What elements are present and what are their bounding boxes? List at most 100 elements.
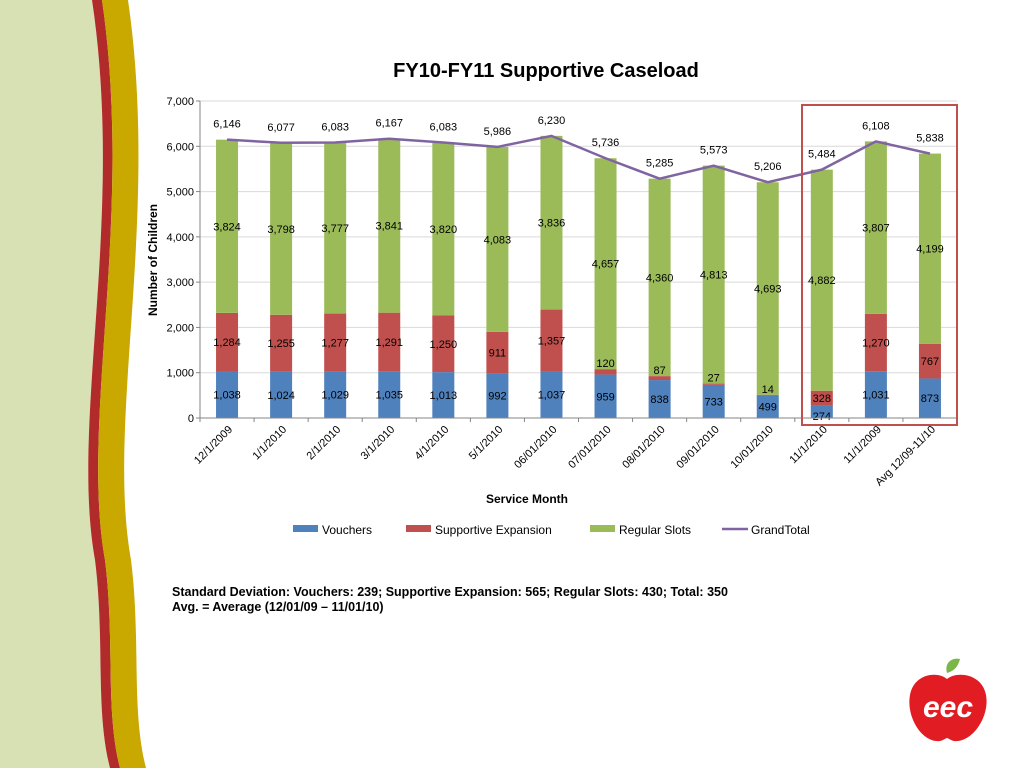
std-dev-note: Standard Deviation: Vouchers: 239; Suppo…: [172, 585, 728, 599]
bar-vouchers: [432, 372, 455, 418]
label-vouchers: 959: [596, 391, 614, 403]
x-tick-label: 06/01/2010: [512, 424, 559, 471]
legend-grandtotal-label: GrandTotal: [751, 523, 810, 537]
label-vouchers: 838: [650, 394, 668, 406]
label-regular-slots: 4,083: [484, 234, 512, 246]
legend-vouchers-label: Vouchers: [322, 523, 372, 537]
bar-vouchers: [270, 371, 293, 418]
bar-vouchers: [324, 371, 347, 418]
label-regular-slots: 3,820: [430, 224, 458, 236]
label-grandtotal: 6,083: [321, 122, 349, 134]
bar-vouchers: [648, 380, 671, 418]
bar-supportive-expansion: [432, 315, 455, 373]
bar-supportive-expansion: [648, 376, 671, 381]
label-vouchers: 1,038: [213, 389, 241, 401]
label-regular-slots: 3,777: [321, 223, 349, 235]
wave-light-green: [0, 0, 110, 768]
bar-vouchers: [918, 378, 941, 418]
label-vouchers: 1,013: [430, 390, 458, 402]
y-tick-label: 2,000: [166, 322, 194, 334]
wave-red-stripe: [88, 0, 120, 768]
x-tick-label: 07/01/2010: [566, 424, 613, 471]
label-regular-slots: 4,360: [646, 272, 674, 284]
bar-vouchers: [540, 371, 563, 418]
label-supportive-expansion: 911: [489, 347, 507, 359]
bar-regular-slots: [648, 178, 671, 377]
x-tick-label: 5/1/2010: [467, 424, 506, 463]
label-regular-slots: 3,807: [862, 223, 890, 235]
label-supportive-expansion: 27: [708, 373, 720, 385]
label-supportive-expansion: 1,270: [862, 338, 890, 350]
label-regular-slots: 4,657: [592, 259, 620, 271]
label-grandtotal: 5,986: [484, 126, 512, 138]
label-supportive-expansion: 1,255: [267, 338, 295, 350]
label-supportive-expansion: 1,357: [538, 335, 566, 347]
bar-regular-slots: [594, 158, 617, 370]
x-tick-label: 08/01/2010: [620, 424, 667, 471]
label-supportive-expansion: 14: [762, 384, 774, 396]
chart-title: FY10-FY11 Supportive Caseload: [393, 60, 699, 82]
label-supportive-expansion: 1,250: [430, 339, 458, 351]
label-grandtotal: 6,230: [538, 115, 566, 127]
bar-supportive-expansion: [540, 309, 563, 372]
bars: [216, 135, 941, 418]
bar-vouchers: [486, 373, 509, 418]
label-grandtotal: 5,484: [808, 149, 836, 161]
bar-regular-slots: [270, 142, 293, 315]
bar-vouchers: [216, 370, 239, 418]
bar-supportive-expansion: [918, 343, 941, 379]
label-vouchers: 499: [759, 402, 777, 414]
label-grandtotal: 5,838: [916, 133, 944, 145]
y-tick-label: 4,000: [166, 232, 194, 244]
data-labels: 1,038 1,284 3,824 6,146 1,024 1,255 3,798 6,077…: [213, 115, 943, 423]
y-tick-label: 3,000: [166, 277, 194, 289]
label-grandtotal: 5,736: [592, 137, 620, 149]
legend: Vouchers Supportive Expansion Regular Slot…: [293, 523, 810, 537]
label-grandtotal: 5,573: [700, 145, 728, 157]
bar-vouchers: [864, 371, 887, 418]
x-axis-ticks: 12/1/2009 1/1/2010 2/1/2010 3/1/2010 4/1/201…: [192, 418, 958, 489]
bar-regular-slots: [756, 182, 779, 395]
bar-vouchers: [378, 371, 401, 418]
x-tick-label: 3/1/2010: [359, 424, 398, 463]
bar-regular-slots: [702, 165, 725, 384]
label-grandtotal: 6,083: [430, 122, 458, 134]
bar-regular-slots: [540, 135, 563, 310]
label-supportive-expansion: 1,284: [213, 337, 241, 349]
y-tick-label: 0: [188, 413, 194, 425]
label-regular-slots: 3,841: [375, 221, 403, 233]
label-vouchers: 1,037: [538, 390, 566, 402]
x-tick-label: 1/1/2010: [250, 424, 289, 463]
label-supportive-expansion: 328: [813, 393, 831, 405]
label-grandtotal: 6,077: [267, 122, 295, 134]
x-tick-label: 12/1/2009: [192, 424, 235, 467]
label-vouchers: 1,031: [862, 390, 890, 402]
label-supportive-expansion: 120: [596, 358, 614, 370]
x-tick-label: Avg 12/09-11/10: [873, 424, 938, 489]
label-regular-slots: 3,798: [267, 224, 295, 236]
label-regular-slots: 4,882: [808, 275, 836, 287]
eec-logo: eec: [909, 658, 987, 742]
bar-supportive-expansion: [594, 369, 617, 375]
bar-supportive-expansion: [702, 383, 725, 385]
label-vouchers: 1,035: [375, 390, 403, 402]
bar-supportive-expansion: [486, 331, 509, 374]
legend-supportive-expansion-swatch: [406, 525, 431, 532]
logo-text: eec: [923, 691, 973, 724]
label-grandtotal: 6,167: [375, 118, 403, 130]
x-tick-label: 11/1/2010: [787, 424, 830, 467]
y-tick-label: 6,000: [166, 141, 194, 153]
bar-vouchers: [594, 374, 617, 418]
bar-regular-slots: [918, 153, 941, 344]
bar-supportive-expansion: [756, 394, 779, 396]
label-supportive-expansion: 87: [653, 365, 665, 377]
label-vouchers: 733: [704, 396, 722, 408]
bar-supportive-expansion: [324, 313, 347, 372]
y-axis-title: Number of Children: [146, 204, 160, 316]
bar-regular-slots: [486, 146, 509, 332]
bar-regular-slots: [432, 142, 455, 316]
label-supportive-expansion: 767: [921, 356, 939, 368]
label-regular-slots: 4,693: [754, 284, 782, 296]
y-axis-ticks: 0 1,000 2,000 3,000 4,000 5,000 6,000 7,000: [166, 96, 200, 425]
label-regular-slots: 4,199: [916, 244, 944, 256]
